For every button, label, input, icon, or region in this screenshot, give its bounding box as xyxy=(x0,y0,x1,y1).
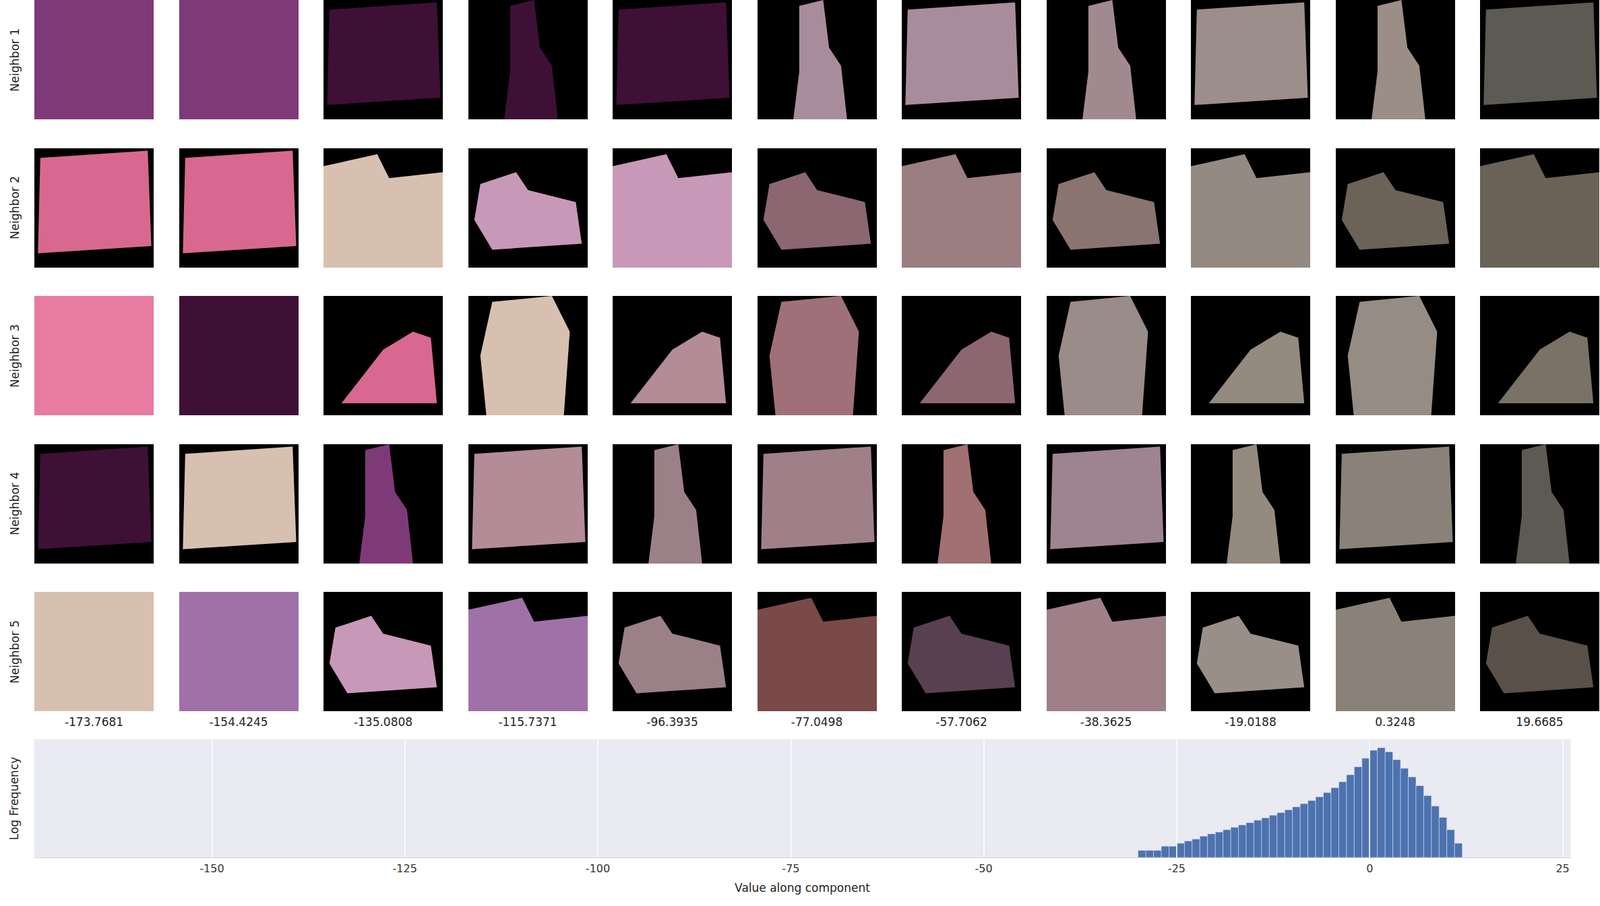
html-text:Neighbor 5: Neighbor 5 xyxy=(8,619,22,683)
svg-text:25: 25 xyxy=(1555,862,1569,875)
html-text:-96.3935: -96.3935 xyxy=(646,715,699,729)
html-text:-135.0808: -135.0808 xyxy=(353,715,413,729)
html-text:-115.7371: -115.7371 xyxy=(498,715,558,729)
html-text:-38.3625: -38.3625 xyxy=(1080,715,1132,729)
html-text:-154.4245: -154.4245 xyxy=(209,715,268,729)
svg-text:-100: -100 xyxy=(585,862,610,875)
html-text:-19.0188: -19.0188 xyxy=(1224,715,1277,729)
html-text:0.3248: 0.3248 xyxy=(1375,715,1416,729)
svg-text:-125: -125 xyxy=(392,862,418,875)
html-text:19.6685: 19.6685 xyxy=(1515,715,1564,729)
html-text:-57.7062: -57.7062 xyxy=(935,715,988,729)
svg-text:Value along component: Value along component xyxy=(734,880,871,895)
html-text:-77.0498: -77.0498 xyxy=(791,715,843,729)
html-text:Neighbor 1: Neighbor 1 xyxy=(8,28,22,92)
html-text:Neighbor 3: Neighbor 3 xyxy=(8,323,22,388)
html-text:Neighbor 4: Neighbor 4 xyxy=(8,471,22,536)
svg-text:-75: -75 xyxy=(781,862,800,875)
svg-text:-50: -50 xyxy=(975,862,993,875)
svg-text:-25: -25 xyxy=(1167,862,1186,875)
svg-text:0: 0 xyxy=(1366,862,1373,875)
svg-text:-150: -150 xyxy=(199,862,224,875)
svg-text:Log Frequency: Log Frequency xyxy=(7,756,21,841)
html-text:Neighbor 2: Neighbor 2 xyxy=(8,175,22,240)
html-text:-173.7681: -173.7681 xyxy=(64,715,124,729)
